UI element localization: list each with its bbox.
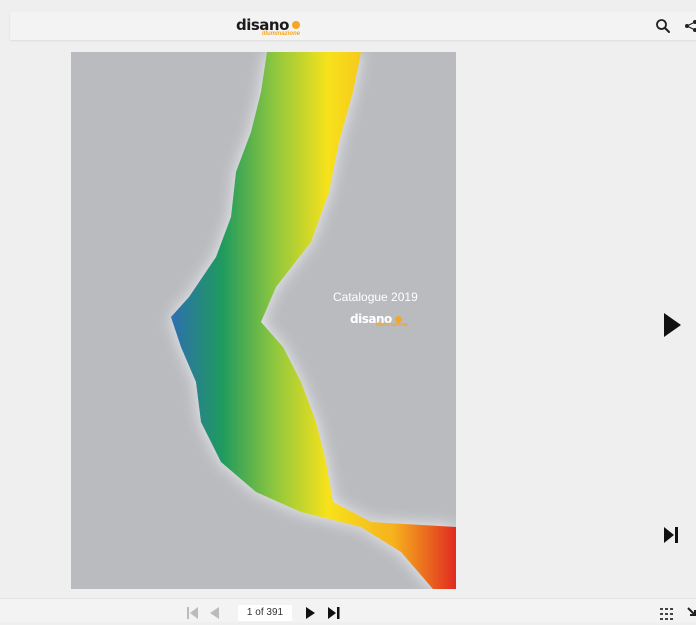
search-icon[interactable]	[655, 18, 671, 34]
top-toolbar: disano illuminazione	[10, 12, 696, 40]
previous-page-icon[interactable]	[208, 606, 220, 620]
brand-logo: disano illuminazione	[236, 17, 300, 39]
page-indicator[interactable]: 1 of 391	[238, 605, 292, 621]
next-page-small-icon[interactable]	[305, 606, 317, 620]
cover-logo-dot	[394, 316, 402, 323]
bottom-toolbar	[0, 598, 696, 622]
cover-logo-text: disano	[350, 312, 392, 326]
cover-artwork	[171, 52, 456, 589]
brand-logo-subtitle: illuminazione	[262, 31, 301, 37]
share-icon[interactable]	[684, 19, 696, 33]
last-page-small-icon[interactable]	[327, 606, 341, 620]
cover-title: Catalogue 2019	[333, 290, 418, 304]
cover-logo-subtitle: illuminazione	[376, 322, 408, 328]
grid-icon[interactable]	[660, 607, 674, 620]
last-page-icon[interactable]	[663, 526, 679, 544]
fullscreen-icon[interactable]	[686, 606, 696, 620]
next-page-icon[interactable]	[662, 312, 682, 338]
cover-logo: disano illuminazione	[350, 310, 408, 328]
catalogue-cover-page[interactable]: Catalogue 2019 disano illuminazione	[71, 52, 456, 589]
brand-logo-text: disano	[236, 16, 289, 34]
brand-logo-dot	[291, 21, 300, 29]
first-page-icon[interactable]	[186, 606, 200, 620]
